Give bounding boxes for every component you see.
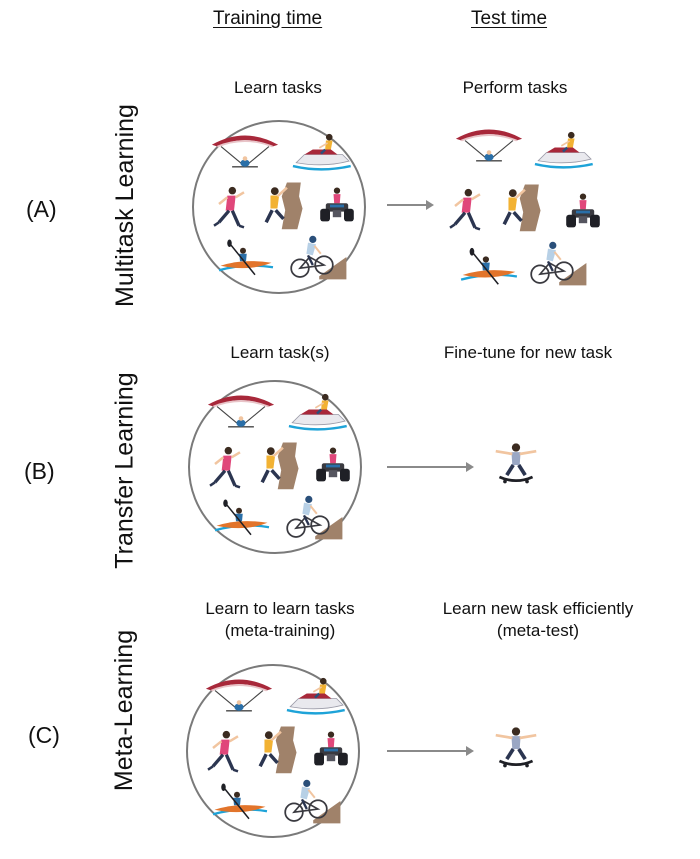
kayaker-icon bbox=[216, 238, 276, 280]
arrow-c bbox=[387, 746, 474, 756]
side-label-multitask: Multitask Learning bbox=[110, 103, 139, 307]
rock-climber-icon bbox=[254, 178, 306, 232]
train-caption-a: Learn tasks bbox=[234, 78, 322, 97]
cyclist-icon bbox=[524, 238, 588, 288]
jet-ski-icon bbox=[288, 130, 354, 174]
row-label-b: (B) bbox=[24, 458, 55, 484]
task-pool-a bbox=[192, 120, 366, 294]
side-label-transfer: Transfer Learning bbox=[110, 371, 139, 569]
quad-bike-icon bbox=[562, 186, 604, 238]
kayaker-icon bbox=[458, 246, 520, 290]
runner-icon bbox=[200, 444, 250, 494]
jet-ski-icon bbox=[284, 390, 350, 434]
test-caption-c: Learn new task efficiently (meta-test) bbox=[442, 599, 634, 641]
kayaker-icon bbox=[210, 782, 270, 824]
training-time-header: Training time bbox=[213, 8, 323, 29]
test-caption-b: Fine-tune for new task bbox=[443, 343, 613, 362]
hang-glider-icon bbox=[204, 390, 278, 436]
side-label-meta: Meta-Learning bbox=[110, 629, 139, 791]
arrow-b bbox=[387, 462, 474, 472]
cyclist-icon bbox=[280, 492, 344, 542]
quad-bike-icon bbox=[310, 724, 352, 776]
rock-climber-icon bbox=[492, 180, 544, 234]
rock-climber-icon bbox=[250, 438, 302, 492]
kayaker-icon bbox=[212, 498, 272, 540]
runner-icon bbox=[198, 728, 248, 778]
train-caption-b: Learn task(s) bbox=[230, 343, 330, 362]
rock-climber-icon bbox=[248, 722, 300, 776]
row-label-c: (C) bbox=[28, 722, 60, 748]
arrow-a bbox=[387, 200, 434, 210]
test-time-header: Test time bbox=[471, 8, 548, 29]
hang-glider-icon bbox=[208, 130, 282, 176]
jet-ski-icon bbox=[530, 128, 596, 172]
test-caption-a: Perform tasks bbox=[462, 78, 568, 97]
train-caption-c: Learn to learn tasks (meta-training) bbox=[205, 599, 355, 641]
hang-glider-icon bbox=[202, 674, 276, 720]
row-label-a: (A) bbox=[26, 196, 57, 222]
runner-icon bbox=[204, 184, 254, 234]
skateboarder-icon bbox=[488, 726, 544, 772]
skateboarder-icon bbox=[488, 442, 544, 488]
quad-bike-icon bbox=[312, 440, 354, 492]
cyclist-icon bbox=[278, 776, 342, 826]
task-pool-b bbox=[188, 380, 362, 554]
hang-glider-icon bbox=[452, 124, 526, 170]
task-pool-c bbox=[186, 664, 360, 838]
quad-bike-icon bbox=[316, 180, 358, 232]
cyclist-icon bbox=[284, 232, 348, 282]
jet-ski-icon bbox=[282, 674, 348, 718]
runner-icon bbox=[440, 186, 490, 236]
